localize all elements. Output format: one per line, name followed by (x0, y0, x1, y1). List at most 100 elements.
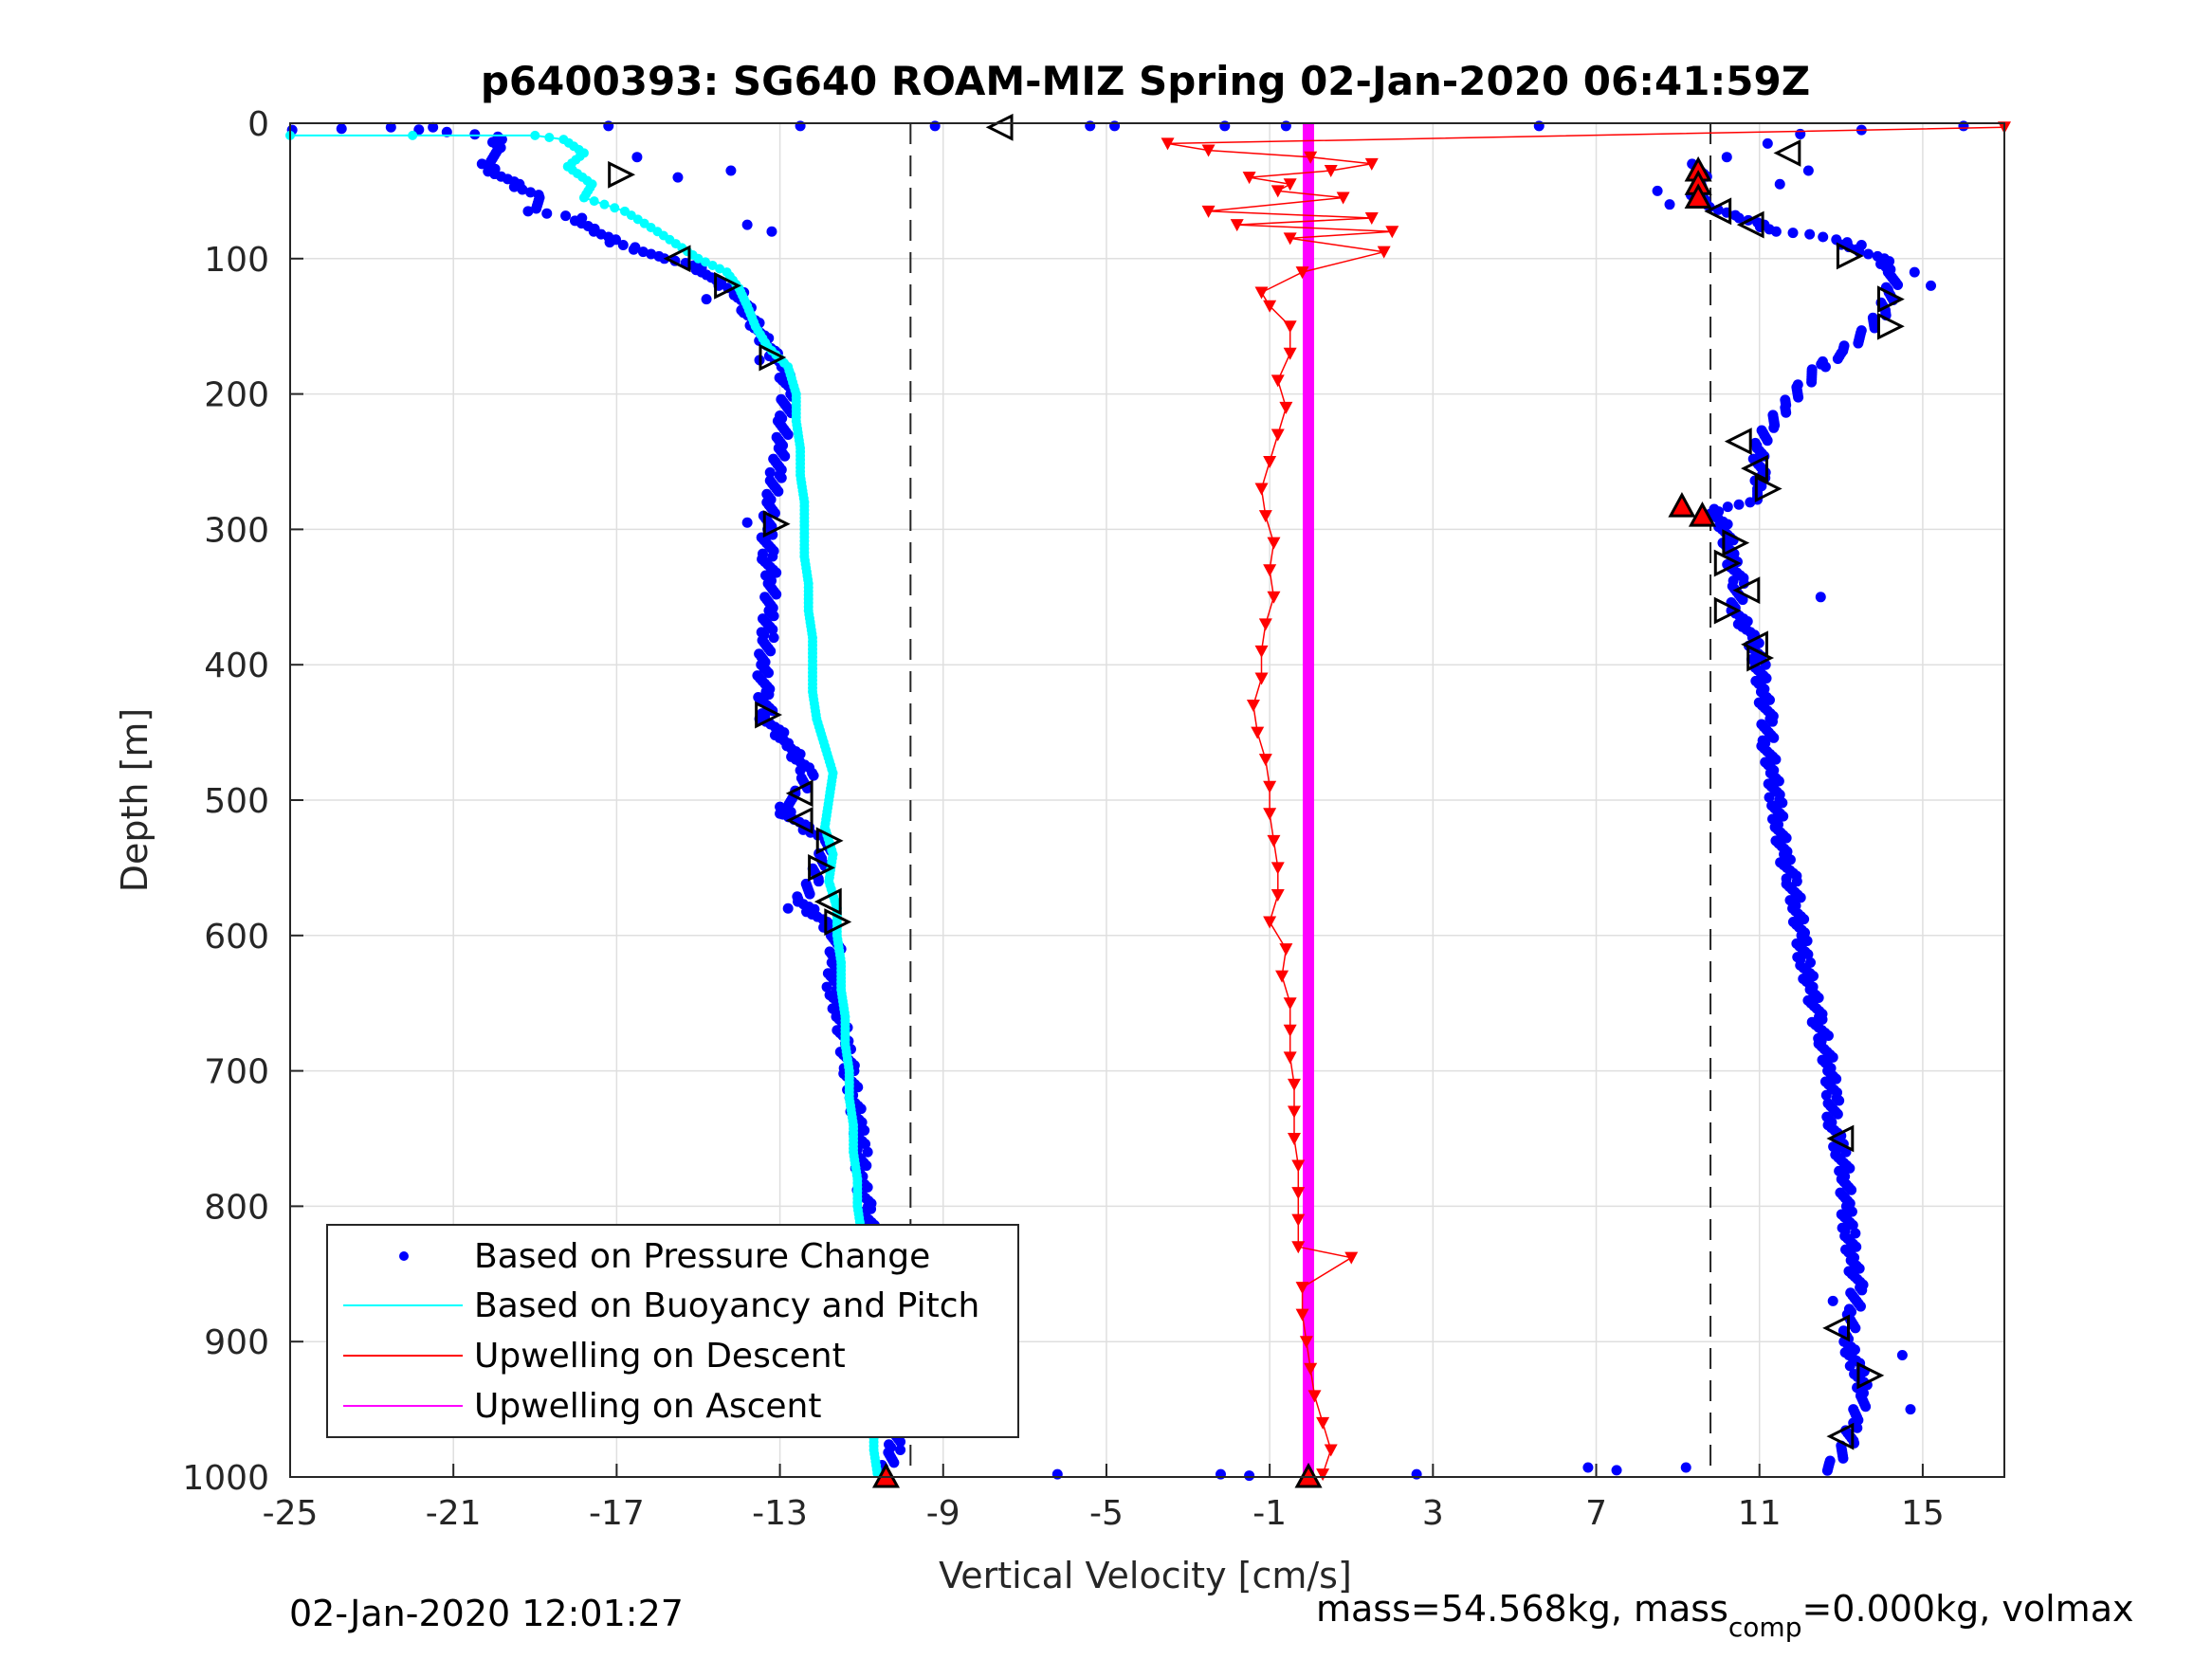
pitch-marker-right (1722, 529, 1750, 557)
pressure-change-point (1831, 1073, 1842, 1085)
pressure-change-point (779, 450, 791, 462)
pressure-change-point (1680, 1462, 1691, 1473)
buoyancy-pitch-point (578, 192, 589, 203)
upwelling-descent-marker (1291, 1213, 1306, 1227)
y-tick-label: 700 (204, 1053, 269, 1092)
upwelling-descent-marker (1364, 211, 1379, 225)
pitch-marker-right (1836, 242, 1864, 270)
pressure-change-point (767, 624, 778, 635)
x-tick-labels: -25 -21 -17 -13 -9 -5 -1 3 7 11 15 (263, 1494, 1945, 1533)
pressure-change-point (862, 1181, 873, 1193)
upwelling-descent-marker (1283, 997, 1297, 1011)
pitch-marker-left (785, 779, 814, 808)
legend-box (326, 1224, 1019, 1438)
upwelling-descent-marker (1242, 172, 1256, 185)
upwelling-descent-marker (1271, 185, 1285, 198)
footer-mass-sub: comp (1728, 1612, 1802, 1643)
footer-mass-info: mass=54.568kg, masscomp=0.000kg, volmax (1316, 1588, 2133, 1643)
buoyancy-pitch-point (530, 130, 540, 140)
buoyancy-pitch-point (707, 260, 718, 270)
pressure-change-point (895, 1436, 906, 1448)
pressure-change-point (1821, 1465, 1833, 1476)
pressure-change-point (1764, 792, 1775, 803)
pressure-change-point (628, 244, 639, 255)
upwelling-descent-marker (1230, 219, 1244, 232)
pressure-change-point (808, 770, 819, 781)
pressure-change-point (1860, 1401, 1872, 1413)
upwelling-descent-marker (1161, 137, 1175, 151)
pressure-change-point (1787, 228, 1799, 239)
pressure-change-point (1819, 361, 1831, 373)
chart-title: p6400393: SG640 ROAM-MIZ Spring 02-Jan-2… (481, 58, 1810, 104)
upwelling-descent-marker (1267, 834, 1281, 848)
pressure-change-point (1896, 1349, 1908, 1360)
pressure-change-point (672, 172, 684, 183)
upwelling-descent-marker (1201, 205, 1216, 218)
upwelling-descent-marker (1201, 144, 1216, 157)
pitch-marker-right (1713, 549, 1742, 577)
upwelling-descent-marker (1258, 618, 1272, 631)
pressure-change-point (771, 567, 782, 578)
marker-layer (608, 113, 1905, 1488)
pressure-change-point (741, 517, 753, 528)
pressure-change-point (637, 246, 649, 258)
pressure-change-point (1815, 592, 1826, 603)
pressure-change-point (1799, 914, 1810, 925)
pressure-change-point (1827, 1295, 1838, 1306)
x-tick-label: -13 (752, 1494, 808, 1533)
x-axis-label: Vertical Velocity [cm/s] (939, 1555, 1352, 1596)
pressure-change-point (1762, 435, 1773, 447)
pressure-change-point (821, 981, 832, 993)
pressure-change-point (1768, 422, 1780, 433)
pressure-change-point (763, 689, 775, 701)
footer-mass-post: =0.000kg, volmax (1801, 1588, 2133, 1630)
pressure-change-point (1856, 1285, 1868, 1296)
y-tick-label: 100 (204, 241, 269, 280)
y-tick-label: 0 (247, 105, 269, 144)
pressure-change-point (859, 1124, 870, 1136)
pressure-change-point (1802, 165, 1814, 176)
upwelling-descent-marker (1267, 537, 1281, 550)
pitch-marker-right (1746, 644, 1775, 672)
pressure-change-point (1909, 266, 1920, 278)
x-tick-label: -9 (926, 1494, 960, 1533)
pressure-change-point (813, 876, 824, 887)
upwelling-descent-marker (1254, 286, 1269, 300)
pressure-change-point (765, 646, 777, 657)
pitch-marker-left (814, 887, 842, 916)
pressure-change-point (1813, 992, 1824, 1003)
upwelling-descent-marker (1258, 510, 1272, 523)
pressure-change-point (1652, 185, 1663, 196)
y-tick-label: 500 (204, 782, 269, 821)
pressure-change-point (773, 485, 784, 497)
pressure-change-point (531, 203, 542, 214)
pitch-marker-right (755, 701, 783, 729)
upwelling-descent-marker (1271, 428, 1285, 442)
upwelling-descent-marker (1316, 1468, 1330, 1482)
pressure-change-point (1664, 199, 1675, 210)
upwelling-descent-marker (1254, 672, 1269, 685)
upwelling-descent-marker (1271, 374, 1285, 388)
pitch-marker-left (785, 806, 814, 834)
y-tick-label: 900 (204, 1323, 269, 1362)
pressure-change-point (1806, 376, 1818, 388)
upwelling-descent-marker (1263, 780, 1277, 793)
pressure-change-point (1818, 231, 1829, 243)
upwelling-descent-marker (1283, 320, 1297, 334)
pressure-change-point (1611, 1465, 1622, 1476)
upwelling-descent-marker (1287, 1078, 1301, 1091)
pressure-change-point (1766, 716, 1778, 727)
pressure-change-point (782, 902, 794, 914)
x-tick-label: -17 (589, 1494, 645, 1533)
pressure-change-point (646, 248, 657, 260)
pressure-change-point (1926, 280, 1937, 291)
pitch-marker-right (1876, 312, 1905, 340)
upwelling-descent-marker (1364, 157, 1379, 171)
pressure-change-point (1892, 279, 1904, 290)
pitch-marker-left (1773, 138, 1801, 167)
x-tick-label: -1 (1252, 1494, 1287, 1533)
upwelling-descent-marker (1291, 1187, 1306, 1200)
pressure-change-point (1847, 1219, 1858, 1231)
pitch-marker-left (1736, 210, 1764, 239)
upwelling-descent-marker (1283, 347, 1297, 360)
